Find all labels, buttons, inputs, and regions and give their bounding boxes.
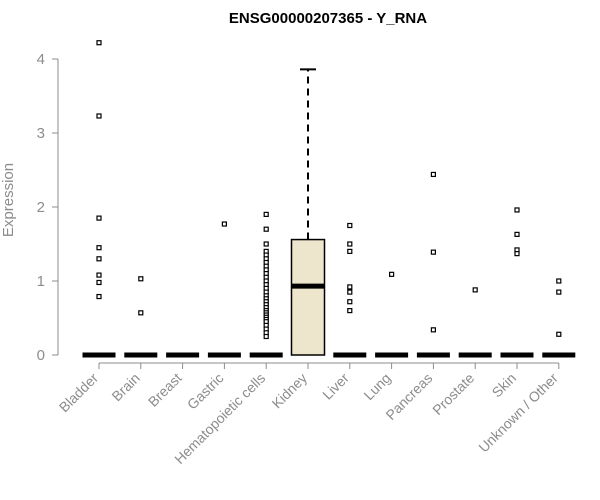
box-group-liver <box>333 222 367 358</box>
box-group-gastric <box>207 221 241 358</box>
box-group-hematopoietic-cells <box>249 211 283 358</box>
outlier-point <box>96 293 102 300</box>
outlier-point <box>96 272 102 278</box>
x-tick-label: Kidney <box>269 370 311 412</box>
outlier-point <box>263 211 269 217</box>
outlier-point <box>514 251 520 257</box>
outlier-point <box>96 215 102 221</box>
x-tick-label: Skin <box>489 370 520 401</box>
x-tick-label: Breast <box>145 370 185 410</box>
box-group-unknown-other <box>542 278 576 358</box>
x-tick-label: Prostate <box>429 370 477 418</box>
outlier-point <box>514 231 520 237</box>
outlier-point <box>263 333 269 340</box>
outlier-point <box>347 241 353 247</box>
outlier-point <box>347 289 353 295</box>
plot-area <box>82 40 576 358</box>
outlier-point <box>347 299 353 305</box>
outlier-point <box>263 226 269 232</box>
box <box>290 238 326 356</box>
outlier-point <box>221 221 227 227</box>
outlier-point <box>347 308 353 314</box>
outlier-point <box>347 248 353 254</box>
outlier-point <box>96 245 102 251</box>
outlier-point <box>138 276 144 282</box>
outlier-point <box>347 284 353 290</box>
chart-title: ENSG00000207365 - Y_RNA <box>229 10 427 27</box>
y-axis: 0 1 2 3 4 <box>37 51 59 364</box>
outlier-point <box>556 331 562 337</box>
box-group-lung <box>375 271 409 358</box>
outlier-point <box>389 271 395 277</box>
x-tick-label: Lung <box>360 370 393 403</box>
y-axis-label: Expression <box>0 163 17 237</box>
box-group-kidney <box>290 68 326 356</box>
outlier-point <box>430 327 436 333</box>
outlier-point <box>556 289 562 295</box>
outlier-point <box>347 222 353 229</box>
y-tick-label: 4 <box>37 51 45 68</box>
outlier-point <box>430 249 436 255</box>
y-tick-label: 3 <box>37 125 45 142</box>
outlier-point <box>472 287 478 293</box>
outlier-point <box>96 40 102 46</box>
x-tick-label: Brain <box>108 370 142 404</box>
box-group-pancreas <box>416 171 450 358</box>
outlier-point <box>556 278 562 284</box>
x-tick-label: Liver <box>319 370 352 403</box>
y-tick-label: 0 <box>37 347 45 364</box>
outlier-point <box>96 256 102 262</box>
box-group-brain <box>124 276 158 358</box>
y-tick-label: 2 <box>37 199 45 216</box>
y-tick-label: 1 <box>37 273 45 290</box>
outlier-point <box>138 310 144 316</box>
x-tick-label: Bladder <box>56 370 102 416</box>
x-tick-label: Unknown / Other <box>475 370 561 456</box>
box-group-prostate <box>458 287 492 358</box>
outlier-point <box>96 113 102 119</box>
box-group-skin <box>500 207 534 358</box>
box-group-bladder <box>82 40 116 358</box>
outlier-point <box>514 207 520 213</box>
outlier-point <box>263 241 269 247</box>
outlier-point <box>430 171 436 178</box>
outlier-point <box>96 279 102 286</box>
